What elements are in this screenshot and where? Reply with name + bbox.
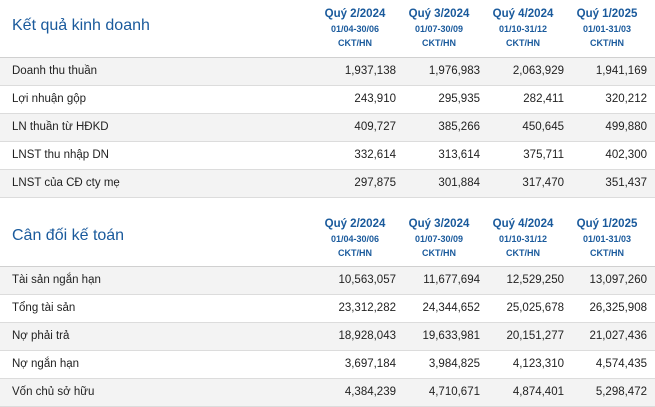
period-quarter: Quý 2/2024 [324,218,386,230]
row-value: 1,937,138 [344,65,396,77]
row-value: 5,298,472 [595,386,647,398]
row-value: 332,614 [354,149,396,161]
row-value: 450,645 [522,121,564,133]
period-quarter: Quý 4/2024 [492,8,554,20]
period-dates: 01/01-31/03 [582,234,632,244]
period-dates: 01/04-30/06 [330,234,380,244]
row-value: 10,563,057 [338,274,396,286]
row-label: LN thuần từ HĐKD [12,121,109,133]
period-unit: CKT/HN [590,248,624,258]
row-label: Tài sản ngắn hạn [12,274,101,286]
row-value: 26,325,908 [589,302,647,314]
table-row[interactable]: Doanh thu thuần 1,937,138 1,976,983 2,06… [0,58,655,86]
table-row[interactable]: Nợ phải trả 18,928,043 19,633,981 20,151… [0,323,655,351]
row-value: 282,411 [523,93,564,105]
period-unit: CKT/HN [422,248,456,258]
period-header[interactable]: Quý 1/2025 01/01-31/03 CKT/HN [567,8,647,50]
row-value: 3,984,825 [428,358,480,370]
row-value: 1,976,983 [428,65,480,77]
period-header[interactable]: Quý 1/2025 01/01-31/03 CKT/HN [567,218,647,260]
row-label: LNST thu nhập DN [12,149,109,161]
row-label: Lợi nhuận gộp [12,93,87,105]
period-header[interactable]: Quý 2/2024 01/04-30/06 CKT/HN [315,218,395,260]
period-unit: CKT/HN [338,38,372,48]
period-quarter: Quý 3/2024 [408,8,470,20]
period-unit: CKT/HN [590,38,624,48]
period-dates: 01/04-30/06 [330,24,380,34]
period-quarter: Quý 4/2024 [492,218,554,230]
table-row[interactable]: Lợi nhuận gộp 243,910 295,935 282,411 32… [0,86,655,114]
row-label: Vốn chủ sở hữu [12,386,95,398]
period-dates: 01/10-31/12 [498,24,548,34]
row-value: 499,880 [605,121,647,133]
row-value: 385,266 [438,121,480,133]
period-quarter: Quý 3/2024 [408,218,470,230]
row-value: 297,875 [354,177,396,189]
row-value: 402,300 [605,149,647,161]
row-value: 295,935 [438,93,480,105]
row-value: 20,151,277 [506,330,564,342]
period-dates: 01/01-31/03 [582,24,632,34]
period-unit: CKT/HN [422,38,456,48]
income-statement-header: Kết quả kinh doanh Quý 2/2024 01/04-30/0… [0,0,655,58]
row-label: Nợ phải trả [12,330,70,342]
section-title: Kết quả kinh doanh [12,17,150,34]
row-value: 25,025,678 [506,302,564,314]
period-header[interactable]: Quý 4/2024 01/10-31/12 CKT/HN [483,218,563,260]
period-dates: 01/10-31/12 [498,234,548,244]
period-dates: 01/07-30/09 [414,24,464,34]
period-header[interactable]: Quý 3/2024 01/07-30/09 CKT/HN [399,8,479,50]
row-value: 243,910 [354,93,396,105]
row-value: 13,097,260 [589,274,647,286]
table-row[interactable]: Tổng tài sản 23,312,282 24,344,652 25,02… [0,295,655,323]
balance-sheet-section: Cân đối kế toán Quý 2/2024 01/04-30/06 C… [0,210,655,407]
period-header[interactable]: Quý 3/2024 01/07-30/09 CKT/HN [399,218,479,260]
row-value: 12,529,250 [506,274,564,286]
row-value: 19,633,981 [422,330,480,342]
period-unit: CKT/HN [338,248,372,258]
period-dates: 01/07-30/09 [414,234,464,244]
row-label: Tổng tài sản [12,302,76,314]
period-unit: CKT/HN [506,248,540,258]
table-row[interactable]: LNST thu nhập DN 332,614 313,614 375,711… [0,142,655,170]
row-value: 351,437 [605,177,647,189]
row-value: 301,884 [438,177,480,189]
period-header[interactable]: Quý 4/2024 01/10-31/12 CKT/HN [483,8,563,50]
row-value: 317,470 [522,177,564,189]
row-value: 11,677,694 [423,274,480,286]
row-value: 409,727 [354,121,396,133]
row-value: 23,312,282 [338,302,396,314]
period-header[interactable]: Quý 2/2024 01/04-30/06 CKT/HN [315,8,395,50]
row-value: 4,574,435 [595,358,647,370]
row-value: 1,941,169 [595,65,647,77]
row-value: 4,384,239 [344,386,396,398]
table-row[interactable]: Vốn chủ sở hữu 4,384,239 4,710,671 4,874… [0,379,655,407]
table-row[interactable]: LNST của CĐ cty mẹ 297,875 301,884 317,4… [0,170,655,198]
row-value: 4,123,310 [512,358,564,370]
row-value: 21,027,436 [589,330,647,342]
row-value: 3,697,184 [344,358,396,370]
table-row[interactable]: Nợ ngắn hạn 3,697,184 3,984,825 4,123,31… [0,351,655,379]
row-label: LNST của CĐ cty mẹ [12,177,120,189]
row-value: 4,710,671 [428,386,480,398]
row-value: 375,711 [523,149,564,161]
period-quarter: Quý 2/2024 [324,8,386,20]
table-row[interactable]: LN thuần từ HĐKD 409,727 385,266 450,645… [0,114,655,142]
period-unit: CKT/HN [506,38,540,48]
row-value: 2,063,929 [512,65,564,77]
row-value: 4,874,401 [512,386,564,398]
income-statement-section: Kết quả kinh doanh Quý 2/2024 01/04-30/0… [0,0,655,198]
section-title: Cân đối kế toán [12,227,125,244]
period-quarter: Quý 1/2025 [576,218,638,230]
table-row[interactable]: Tài sản ngắn hạn 10,563,057 11,677,694 1… [0,267,655,295]
section-spacer [0,198,655,210]
row-value: 313,614 [438,149,480,161]
balance-sheet-header: Cân đối kế toán Quý 2/2024 01/04-30/06 C… [0,210,655,267]
row-label: Nợ ngắn hạn [12,358,80,370]
row-label: Doanh thu thuần [12,65,98,77]
row-value: 18,928,043 [338,330,396,342]
period-quarter: Quý 1/2025 [576,8,638,20]
row-value: 320,212 [605,93,647,105]
row-value: 24,344,652 [422,302,480,314]
